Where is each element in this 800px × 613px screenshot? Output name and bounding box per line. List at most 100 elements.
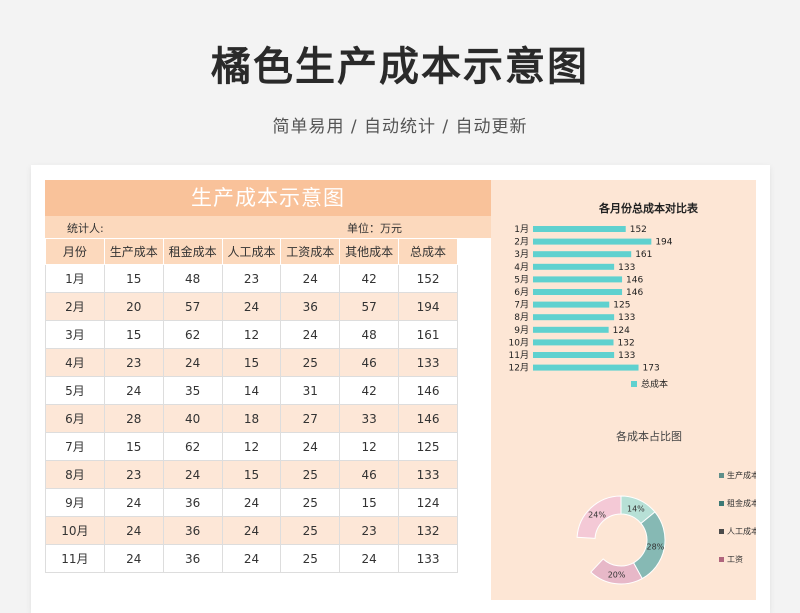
cost-sheet: 生产成本示意图 统计人: 单位：万元 月份 生产成本 租金成本 人工成本 工资成本 其他成… xyxy=(45,180,491,600)
table-cell-labor[interactable]: 12 xyxy=(221,432,282,461)
table-row: 7月 15 62 12 24 12 125 xyxy=(45,432,458,461)
table-cell-month[interactable]: 2月 xyxy=(45,292,105,321)
table-cell-month[interactable]: 7月 xyxy=(45,432,105,461)
table-cell-total[interactable]: 133 xyxy=(398,460,458,489)
table-cell-production[interactable]: 28 xyxy=(103,404,164,433)
table-cell-production[interactable]: 23 xyxy=(103,348,164,377)
table-cell-total[interactable]: 133 xyxy=(398,348,458,377)
table-cell-total[interactable]: 124 xyxy=(398,488,458,517)
table-cell-total[interactable]: 125 xyxy=(398,432,458,461)
table-cell-labor[interactable]: 24 xyxy=(221,292,282,321)
table-cell-wage[interactable]: 25 xyxy=(280,544,341,573)
table-cell-labor[interactable]: 18 xyxy=(221,404,282,433)
table-cell-other[interactable]: 42 xyxy=(339,264,400,293)
table-cell-rent[interactable]: 48 xyxy=(162,264,223,293)
table-cell-total[interactable]: 161 xyxy=(398,320,458,349)
table-cell-wage[interactable]: 25 xyxy=(280,516,341,545)
table-cell-rent[interactable]: 40 xyxy=(162,404,223,433)
table-cell-rent[interactable]: 36 xyxy=(162,544,223,573)
table-cell-other[interactable]: 33 xyxy=(339,404,400,433)
table-cell-other[interactable]: 46 xyxy=(339,348,400,377)
bar-value-label: 152 xyxy=(630,225,647,235)
bar-1 xyxy=(533,226,626,232)
table-cell-rent[interactable]: 36 xyxy=(162,516,223,545)
table-cell-total[interactable]: 146 xyxy=(398,376,458,405)
table-cell-month[interactable]: 8月 xyxy=(45,460,105,489)
table-cell-rent[interactable]: 35 xyxy=(162,376,223,405)
table-cell-total[interactable]: 146 xyxy=(398,404,458,433)
table-cell-production[interactable]: 24 xyxy=(103,544,164,573)
table-cell-rent[interactable]: 24 xyxy=(162,460,223,489)
table-cell-month[interactable]: 11月 xyxy=(45,544,105,573)
table-cell-other[interactable]: 42 xyxy=(339,376,400,405)
table-cell-wage[interactable]: 25 xyxy=(280,488,341,517)
table-cell-other[interactable]: 15 xyxy=(339,488,400,517)
preview-card: 生产成本示意图 统计人: 单位：万元 月份 生产成本 租金成本 人工成本 工资成本 其他成… xyxy=(31,165,770,613)
table-cell-production[interactable]: 24 xyxy=(103,376,164,405)
table-cell-month[interactable]: 9月 xyxy=(45,488,105,517)
column-header-labor: 人工成本 xyxy=(221,238,282,265)
table-cell-rent[interactable]: 57 xyxy=(162,292,223,321)
table-cell-other[interactable]: 46 xyxy=(339,460,400,489)
table-cell-month[interactable]: 1月 xyxy=(45,264,105,293)
table-cell-other[interactable]: 12 xyxy=(339,432,400,461)
table-cell-rent[interactable]: 24 xyxy=(162,348,223,377)
table-cell-total[interactable]: 132 xyxy=(398,516,458,545)
bar-7 xyxy=(533,301,610,308)
table-cell-wage[interactable]: 24 xyxy=(280,320,341,349)
bar-category-label: 8月 xyxy=(514,312,529,323)
table-cell-wage[interactable]: 24 xyxy=(280,432,341,461)
pie-legend-swatch xyxy=(719,557,724,562)
table-cell-wage[interactable]: 36 xyxy=(280,292,341,321)
bar-category-label: 10月 xyxy=(509,337,529,348)
table-cell-rent[interactable]: 62 xyxy=(162,432,223,461)
table-cell-production[interactable]: 20 xyxy=(103,292,164,321)
table-cell-production[interactable]: 24 xyxy=(103,516,164,545)
bar-category-label: 4月 xyxy=(514,262,529,273)
pie-slice-label: 28% xyxy=(646,543,664,552)
table-cell-labor[interactable]: 15 xyxy=(221,348,282,377)
table-cell-other[interactable]: 23 xyxy=(339,516,400,545)
table-cell-total[interactable]: 133 xyxy=(398,544,458,573)
table-cell-labor[interactable]: 14 xyxy=(221,376,282,405)
table-cell-total[interactable]: 152 xyxy=(398,264,458,293)
pie-legend-swatch xyxy=(719,529,724,534)
table-cell-month[interactable]: 5月 xyxy=(45,376,105,405)
table-cell-production[interactable]: 24 xyxy=(103,488,164,517)
table-cell-wage[interactable]: 31 xyxy=(280,376,341,405)
table-cell-production[interactable]: 15 xyxy=(103,264,164,293)
table-cell-labor[interactable]: 24 xyxy=(221,488,282,517)
table-cell-wage[interactable]: 24 xyxy=(280,264,341,293)
page-subtitle: 简单易用 / 自动统计 / 自动更新 xyxy=(272,117,528,137)
table-cell-total[interactable]: 194 xyxy=(398,292,458,321)
table-cell-labor[interactable]: 23 xyxy=(221,264,282,293)
table-cell-production[interactable]: 23 xyxy=(103,460,164,489)
table-cell-month[interactable]: 10月 xyxy=(45,516,105,545)
table-row: 9月 24 36 24 25 15 124 xyxy=(45,488,458,517)
table-cell-other[interactable]: 24 xyxy=(339,544,400,573)
bar-category-label: 2月 xyxy=(514,237,529,248)
bar-11 xyxy=(533,352,615,358)
table-cell-month[interactable]: 3月 xyxy=(45,320,105,349)
table-cell-month[interactable]: 4月 xyxy=(45,348,105,377)
table-cell-production[interactable]: 15 xyxy=(103,320,164,349)
table-cell-labor[interactable]: 24 xyxy=(221,544,282,573)
table-cell-month[interactable]: 6月 xyxy=(45,404,105,433)
table-cell-rent[interactable]: 62 xyxy=(162,320,223,349)
table-cell-production[interactable]: 15 xyxy=(103,432,164,461)
table-cell-labor[interactable]: 15 xyxy=(221,460,282,489)
table-cell-labor[interactable]: 12 xyxy=(221,320,282,349)
column-header-month: 月份 xyxy=(45,238,105,265)
table-row: 6月 28 40 18 27 33 146 xyxy=(45,404,458,433)
table-cell-wage[interactable]: 25 xyxy=(280,348,341,377)
table-cell-rent[interactable]: 36 xyxy=(162,488,223,517)
table-cell-wage[interactable]: 25 xyxy=(280,460,341,489)
table-cell-other[interactable]: 57 xyxy=(339,292,400,321)
legend-label: 总成本 xyxy=(641,378,668,390)
column-header-wage: 工资成本 xyxy=(280,238,341,265)
table-cell-other[interactable]: 48 xyxy=(339,320,400,349)
table-cell-wage[interactable]: 27 xyxy=(280,404,341,433)
table-cell-labor[interactable]: 24 xyxy=(221,516,282,545)
bar-value-label: 132 xyxy=(618,338,635,348)
